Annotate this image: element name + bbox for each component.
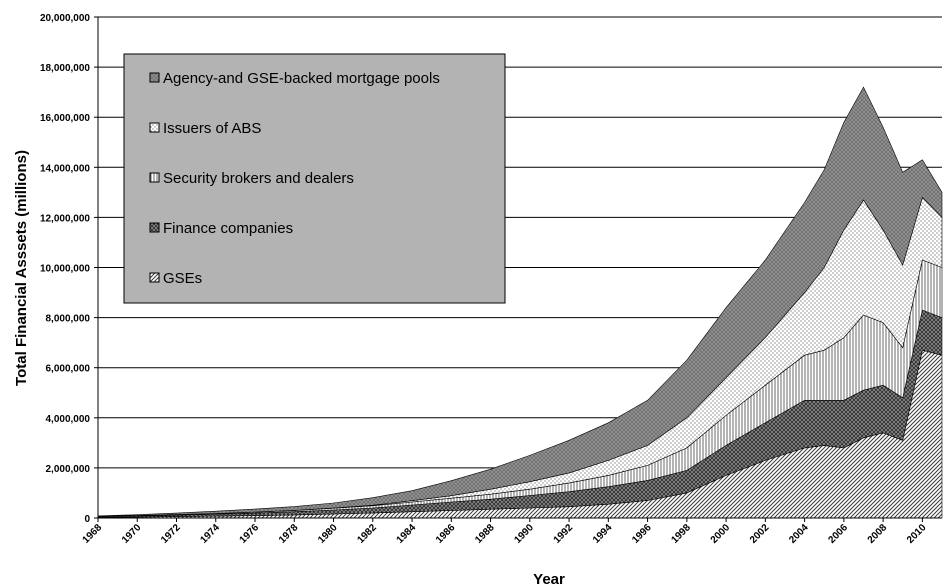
x-tick-label: 1968 <box>81 522 105 546</box>
x-tick-label: 2010 <box>905 522 929 546</box>
x-tick-label: 1994 <box>591 522 615 546</box>
y-tick-label: 16,000,000 <box>40 113 90 124</box>
x-tick-label: 2008 <box>866 522 890 546</box>
legend-label: Issuers of ABS <box>163 120 261 137</box>
x-tick-label: 2000 <box>709 522 733 546</box>
x-tick-label: 1974 <box>198 522 222 546</box>
area-agency-and-gse-backed-mortgage-pools <box>97 86 943 517</box>
x-tick-label: 1984 <box>395 522 419 546</box>
legend-label: Security brokers and dealers <box>163 170 354 187</box>
legend-label: GSEs <box>163 270 202 287</box>
legend: Agency-and GSE-backed mortgage pools Issu… <box>123 53 506 304</box>
x-tick-label: 1990 <box>512 522 536 546</box>
y-tick-label: 6,000,000 <box>46 364 91 375</box>
x-tick-label: 1978 <box>277 522 301 546</box>
y-tick-label: 18,000,000 <box>40 63 90 74</box>
y-tick-label: 8,000,000 <box>46 314 91 325</box>
x-tick-label: 1992 <box>552 522 576 546</box>
legend-swatch <box>149 72 160 83</box>
y-tick-label: 0 <box>84 514 90 525</box>
x-tick-label: 1980 <box>316 522 340 546</box>
x-tick-label: 2006 <box>827 522 851 546</box>
legend-label: Agency-and GSE-backed mortgage pools <box>163 70 440 87</box>
x-tick-label: 1982 <box>355 522 379 546</box>
x-tick-label: 1998 <box>669 522 693 546</box>
y-tick-label: 2,000,000 <box>46 464 91 475</box>
y-tick-labels: 0 2,000,000 4,000,000 6,000,000 8,000,000 10,… <box>40 13 91 525</box>
y-axis-title: Total Financial Asssets (millions) <box>13 150 30 386</box>
y-tick-label: 12,000,000 <box>40 213 90 224</box>
x-tick-labels: 1968 1970 1972 1974 1976 1978 1980 1982 1984 1986… <box>81 522 929 546</box>
y-tick-label: 10,000,000 <box>40 264 90 275</box>
legend-label: Finance companies <box>163 220 293 237</box>
y-tick-label: 20,000,000 <box>40 13 90 24</box>
legend-box <box>123 53 506 304</box>
legend-swatch <box>149 272 160 283</box>
legend-swatch <box>149 122 160 133</box>
x-tick-label: 2002 <box>748 522 772 546</box>
y-tick-label: 4,000,000 <box>46 414 91 425</box>
x-tick-label: 1976 <box>238 522 262 546</box>
x-axis-title: Year <box>533 571 565 588</box>
y-tick-label: 14,000,000 <box>40 163 90 174</box>
x-tick-label: 1970 <box>120 522 144 546</box>
x-tick-label: 1972 <box>159 522 183 546</box>
legend-swatch <box>149 172 160 183</box>
legend-swatch <box>149 222 160 233</box>
x-tick-label: 1996 <box>630 522 654 546</box>
axes <box>94 16 942 522</box>
x-tick-label: 1988 <box>473 522 497 546</box>
x-tick-label: 2004 <box>787 522 811 546</box>
x-tick-label: 1986 <box>434 522 458 546</box>
